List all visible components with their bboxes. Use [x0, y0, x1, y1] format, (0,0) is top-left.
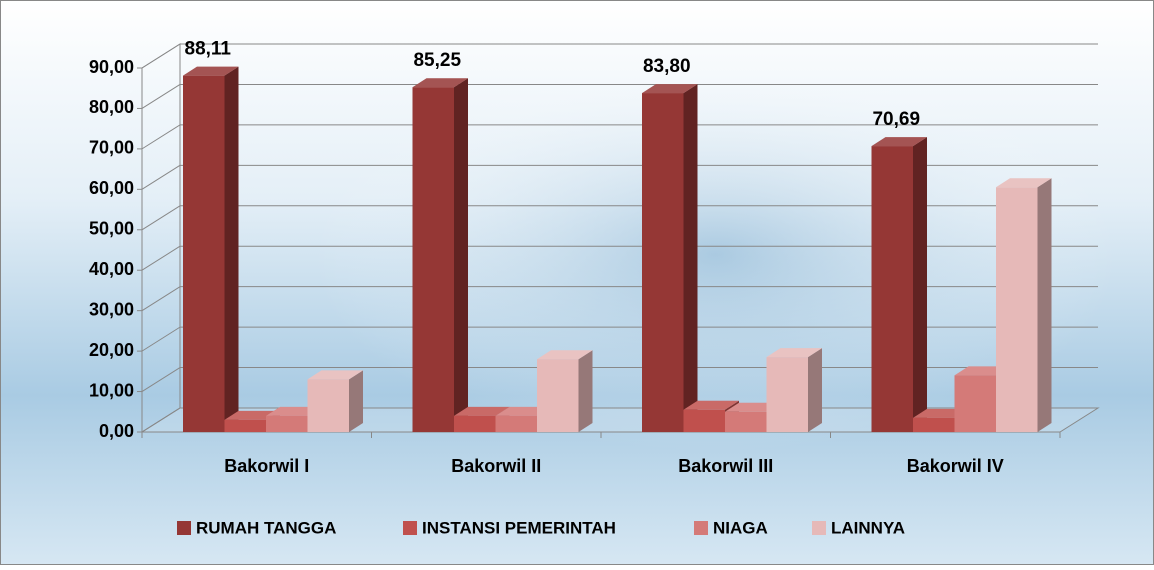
bar-top: [871, 137, 927, 147]
bar-top: [537, 350, 593, 360]
bar: [725, 411, 767, 432]
grid-line-side: [141, 407, 181, 433]
grid-line-side: [141, 326, 181, 352]
grid-line-side: [141, 286, 181, 312]
bar-top: [183, 66, 239, 76]
legend-label: NIAGA: [713, 518, 768, 537]
bar: [224, 419, 266, 432]
bar-top-shade: [996, 178, 1052, 188]
bar-side: [578, 350, 593, 432]
y-tick-label: 50,00: [89, 219, 134, 239]
bar: [454, 415, 496, 432]
bar: [913, 417, 955, 432]
bar-top: [996, 178, 1052, 188]
bar: [183, 75, 225, 433]
bar-top: [454, 406, 510, 416]
y-tick-label: 0,00: [99, 421, 134, 441]
grid-line-side: [141, 43, 181, 69]
bar: [766, 357, 808, 432]
y-tick-label: 60,00: [89, 178, 134, 198]
bar-side: [454, 78, 468, 432]
bar-side-shade: [808, 348, 822, 432]
grid-line-side: [141, 124, 181, 150]
bar-side: [349, 370, 363, 432]
legend-swatch: [403, 521, 417, 535]
bar: [871, 146, 913, 433]
legend-label: INSTANSI PEMERINTAH: [422, 518, 616, 537]
grid-line-side: [141, 367, 181, 392]
bar-top: [683, 400, 739, 410]
bar-top-shade: [642, 84, 698, 94]
y-tick-label: 70,00: [89, 138, 134, 158]
bar-top: [642, 84, 698, 94]
bar: [954, 375, 996, 432]
grid-line-side: [141, 84, 181, 109]
bar-side: [683, 84, 698, 432]
bar-top-shade: [454, 406, 510, 416]
legend-label: LAINNYA: [831, 518, 905, 537]
bar-top: [766, 348, 822, 358]
bar-top-shade: [183, 66, 239, 76]
y-tick-label: 80,00: [89, 97, 134, 117]
x-tick-label: Bakorwil IV: [907, 456, 1004, 476]
bar-top-shade: [683, 400, 739, 410]
bar: [266, 415, 308, 432]
grid-line-side: [141, 205, 181, 231]
bar-side-shade: [578, 350, 593, 432]
bar-side-shade: [683, 84, 698, 432]
bar-top-shade: [537, 350, 593, 360]
data-label: 85,25: [413, 50, 461, 71]
y-tick-label: 90,00: [89, 57, 134, 77]
bar-top-shade: [871, 137, 927, 147]
legend-swatch: [694, 521, 708, 535]
y-tick-label: 40,00: [89, 259, 134, 279]
bar-side: [913, 137, 927, 433]
bar-side-shade: [454, 78, 468, 432]
x-tick-label: Bakorwil III: [678, 456, 773, 476]
bar-top: [307, 370, 363, 380]
y-tick-label: 20,00: [89, 340, 134, 360]
bar-top-shade: [412, 78, 468, 88]
legend-swatch: [177, 521, 191, 535]
data-label: 83,80: [643, 56, 691, 77]
x-tick-label: Bakorwil I: [224, 456, 309, 476]
bar: [642, 93, 684, 432]
grid-line-side: [141, 164, 181, 190]
legend-swatch: [812, 521, 826, 535]
bar: [996, 187, 1038, 432]
bar-side: [1037, 178, 1052, 432]
bar: [412, 87, 454, 432]
bar-side-shade: [913, 137, 927, 433]
bar-side-shade: [349, 370, 363, 432]
y-tick-label: 10,00: [89, 380, 134, 400]
bar-top: [412, 78, 468, 88]
bar-side-shade: [1037, 178, 1052, 432]
bar-side: [224, 66, 239, 433]
y-tick-label: 30,00: [89, 299, 134, 319]
bar-top-shade: [307, 370, 363, 380]
bar: [537, 359, 579, 432]
x-tick-label: Bakorwil II: [451, 456, 541, 476]
bar: [307, 379, 349, 432]
bar: [495, 415, 537, 432]
bar-side-shade: [224, 66, 239, 433]
data-label: 70,69: [872, 109, 920, 130]
data-label: 88,11: [185, 39, 232, 60]
legend-label: RUMAH TANGGA: [196, 518, 336, 537]
grid-line-side: [141, 245, 181, 271]
bar-top-shade: [766, 348, 822, 358]
bar-side: [808, 348, 822, 432]
bar: [683, 409, 725, 432]
